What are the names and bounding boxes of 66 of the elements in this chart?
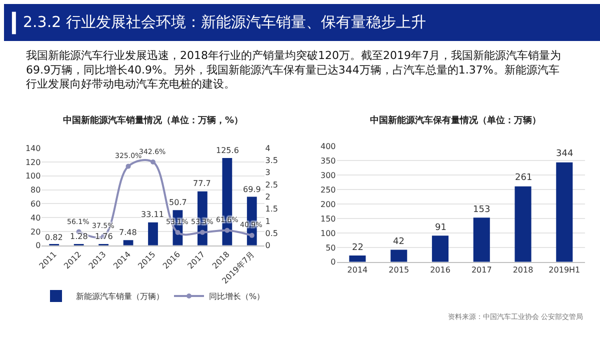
y-tick-label: 80 [30,186,41,195]
y2-tick-label: 2 [265,192,270,202]
y-tick-label: 300 [320,170,336,180]
chart-title: 中国新能源汽车保有量情况（单位：万辆） [370,115,541,126]
x-tick-label: 2015 [388,266,410,275]
y2-tick-label: 3 [265,168,270,178]
point [126,164,131,169]
data-label: 1.28 [70,232,88,241]
bar [148,222,158,246]
x-tick-label: 2019H1 [548,266,580,275]
y-tick-label: 40 [30,213,41,222]
legend-label: 新能源汽车销量（万辆） [76,292,164,302]
y-tick-label: 150 [320,214,336,224]
data-label: 77.7 [193,179,211,188]
y-tick-label: 50 [326,243,336,252]
data-label: 153 [473,205,490,215]
y-tick-label: 0 [36,241,41,250]
y-tick-label: 20 [30,227,41,236]
y-tick-label: 350 [320,156,336,166]
data-label: 261 [515,173,532,183]
x-tick-label: 2018 [512,266,534,275]
x-tick-label: 2014 [347,266,368,275]
bar [432,236,449,262]
bar [473,218,490,262]
data-label: 0.82 [45,233,63,242]
bar [556,162,573,262]
y2-tick-label: 0 [265,241,270,250]
text: 2.3.2 行业发展社会环境：新能源汽车销量、保有量稳步上升 [23,13,426,31]
point [150,160,156,165]
data-label: 69.9 [243,185,261,194]
legend-label: 同比增长（%） [209,292,265,302]
data-label: 22 [352,243,364,253]
y-tick-label: 140 [25,144,41,153]
bar [514,186,532,262]
y-tick-label: 120 [25,158,41,167]
chart-title: 中国新能源汽车销量情况（单位：万辆，%） [63,115,244,126]
bar [349,256,366,262]
y-tick-label: 250 [320,185,336,194]
y2-tick-label: 1.5 [265,204,278,214]
y2-tick-label: 1 [265,216,270,226]
point [175,230,180,235]
bar [123,240,134,246]
point [200,230,205,235]
y2-tick-label: 4 [265,144,270,153]
x-tick-label: 2016 [430,266,450,275]
x-tick-label: 2017 [471,266,492,275]
y-tick-label: 100 [25,172,41,181]
y-tick-label: 60 [30,199,41,208]
data-label: 344 [556,149,574,159]
text: 我国新能源汽车行业发展迅速，2018年行业的产销量均突破120万。截至2019年7月，我国新能源汽车销量为69.9万辆，同比增长40.9%。另外，我国新能源汽车保有量已达344万辆，占汽车总量的1.37%。新能源汽车行业发展向好带动电动汽车充电桩的建设。 [26,49,561,91]
y2-tick-label: 3.5 [265,156,278,166]
data-label: 91 [435,223,446,233]
bar [390,250,408,262]
data-label: 7.48 [119,228,137,237]
point [249,232,254,238]
data-label: 125.6 [216,146,239,155]
data-label: 33.11 [141,210,164,219]
point [224,228,230,233]
y-tick-label: 200 [320,200,336,209]
y2-tick-label: 2.5 [265,180,278,190]
y-tick-label: 0 [330,258,336,267]
data-label: 42 [393,237,404,247]
y-tick-label: 100 [320,228,336,238]
y-tick-label: 400 [320,142,336,151]
y2-tick-label: 0.5 [265,229,278,238]
data-label: 50.7 [169,198,187,207]
